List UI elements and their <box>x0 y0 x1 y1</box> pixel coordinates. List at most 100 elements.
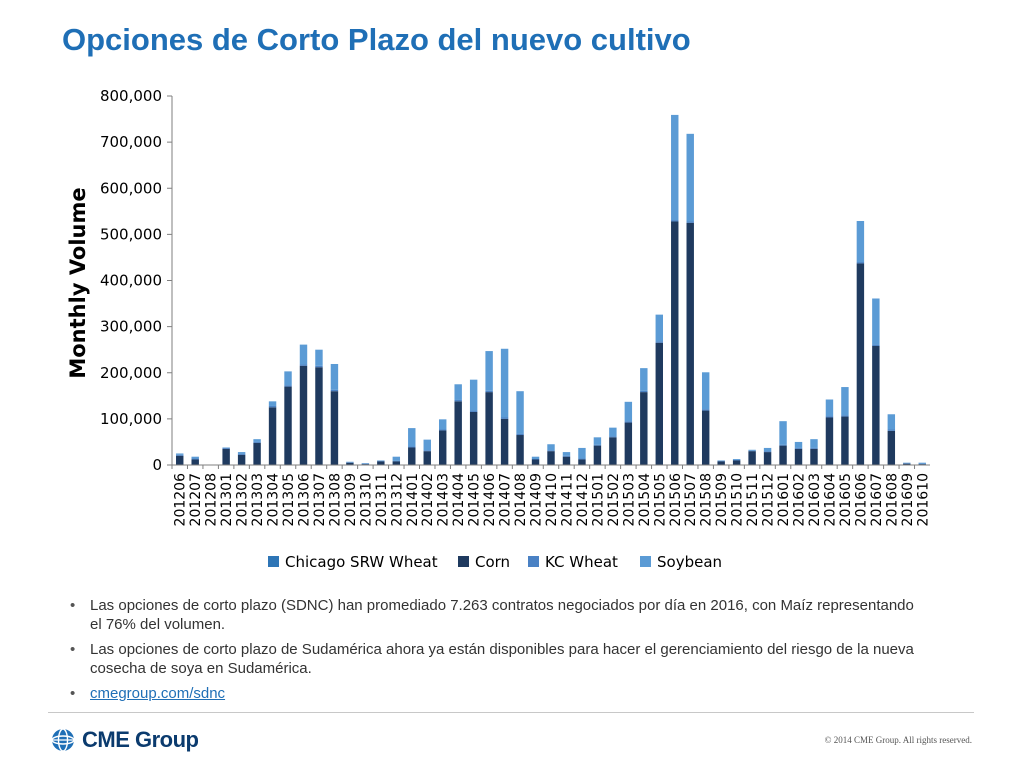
bar-segment <box>516 435 524 465</box>
y-tick-label: 200,000 <box>100 364 162 382</box>
bar-segment <box>469 410 478 412</box>
x-tick-label: 201411 <box>559 473 575 526</box>
bar-segment <box>284 371 292 386</box>
bar-segment <box>717 461 725 465</box>
bar-segment <box>408 446 416 448</box>
bar-segment <box>547 451 555 465</box>
copyright-notice: © 2014 CME Group. All rights reserved. <box>824 735 972 745</box>
bar-segment <box>810 448 818 465</box>
cme-group-logo: CME Group <box>50 727 199 753</box>
bar-segment <box>253 442 261 465</box>
x-tick-label: 201407 <box>498 473 514 526</box>
bar-segment <box>794 441 803 448</box>
bar-segment <box>578 458 586 460</box>
bar-segment <box>516 433 524 436</box>
bar-segment <box>423 450 431 452</box>
bar-segment <box>717 460 725 461</box>
x-axis: 201206 201207 201208 201301 201302 201303 2013… <box>171 464 931 527</box>
x-tick-label: 201304 <box>266 473 282 527</box>
bar-segment <box>624 421 633 423</box>
x-tick-label: 201608 <box>884 473 900 526</box>
bar-segment <box>779 421 787 445</box>
bar-segment <box>454 401 462 465</box>
bar-segment <box>315 367 323 465</box>
x-tick-label: 201402 <box>420 473 436 526</box>
bar-segment <box>825 416 834 418</box>
x-tick-label: 201311 <box>374 473 390 526</box>
bar-segment <box>655 342 663 465</box>
bar-segment <box>176 453 184 455</box>
globe-icon <box>51 728 75 752</box>
x-tick-label: 201302 <box>235 473 251 526</box>
bar-segment <box>176 454 184 456</box>
bar-segment <box>439 430 447 465</box>
x-tick-label: 201307 <box>312 473 328 526</box>
bar-segment <box>562 452 571 456</box>
y-axis: 0 100,000 200,000 300,000 400,000 500,000 600,… <box>100 87 173 474</box>
y-tick-label: 400,000 <box>100 272 162 290</box>
bar-segment <box>872 346 880 465</box>
x-tick-label: 201412 <box>575 473 591 526</box>
y-tick-label: 700,000 <box>100 133 162 151</box>
bar-segment <box>485 390 493 393</box>
bullet-text: Las opciones de corto plazo (SDNC) han p… <box>90 597 914 633</box>
bar-segment <box>686 133 694 222</box>
bar-segment <box>562 456 571 465</box>
bar-segment <box>485 392 493 465</box>
legend-swatch <box>458 556 469 567</box>
legend-swatch <box>268 556 279 567</box>
bar-segment <box>810 439 818 448</box>
bar-segment <box>732 460 741 465</box>
bar-segment <box>516 391 524 434</box>
y-tick-label: 500,000 <box>100 225 162 243</box>
bar-segment <box>500 348 509 418</box>
bar-segment <box>671 221 679 465</box>
bar-segment <box>253 439 261 442</box>
x-tick-label: 201310 <box>358 473 374 526</box>
legend-label: Chicago SRW Wheat <box>285 553 438 571</box>
x-tick-label: 201603 <box>807 473 823 526</box>
x-tick-label: 201602 <box>792 473 808 526</box>
bar-segment <box>500 418 509 466</box>
bar-segment <box>531 459 540 460</box>
x-tick-label: 201610 <box>915 473 931 526</box>
bar-segment <box>856 221 865 263</box>
stacked-bar-chart: 0 100,000 200,000 300,000 400,000 500,000 600,… <box>66 87 931 571</box>
bar-segment <box>284 385 292 387</box>
bar-segment <box>191 456 199 459</box>
x-tick-label: 201409 <box>529 473 545 526</box>
legend-label: KC Wheat <box>545 553 618 571</box>
x-tick-label: 201306 <box>296 473 312 527</box>
bar-segment <box>609 437 617 465</box>
bar-segment <box>547 450 555 452</box>
bar-segment <box>392 461 401 465</box>
bar-segment <box>593 437 602 445</box>
bar-segment <box>408 447 416 465</box>
bar-segment <box>377 461 385 465</box>
x-tick-label: 201606 <box>853 473 869 527</box>
bar-segment <box>794 447 803 449</box>
x-tick-label: 201501 <box>590 473 606 526</box>
bar-segment <box>346 462 354 463</box>
x-tick-label: 201609 <box>900 473 916 526</box>
bar-segment <box>315 349 323 366</box>
bar-segment <box>578 447 586 459</box>
bar-segment <box>469 411 478 465</box>
bar-segment <box>825 417 834 465</box>
bar-segment <box>887 414 896 430</box>
bar-segment <box>856 262 865 264</box>
bar-segment <box>779 445 787 465</box>
footer-divider <box>48 712 974 713</box>
sdnc-link[interactable]: cmegroup.com/sdnc <box>90 685 226 702</box>
bar-segment <box>794 448 803 465</box>
x-tick-label: 201308 <box>327 473 343 526</box>
bar-segment <box>624 401 633 422</box>
x-tick-label: 201401 <box>405 473 421 526</box>
bar-segment <box>222 447 230 448</box>
y-tick-label: 800,000 <box>100 87 162 105</box>
bar-segment <box>701 409 710 411</box>
bar-segment <box>810 447 818 449</box>
bar-segment <box>748 449 756 451</box>
bar-segment <box>701 372 710 410</box>
bar-segment <box>237 454 246 465</box>
